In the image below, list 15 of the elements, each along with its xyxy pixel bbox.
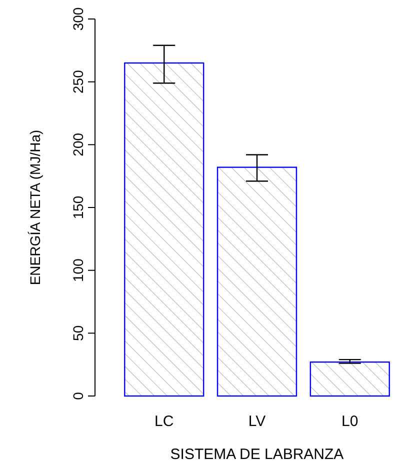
y-tick-label: 150	[70, 196, 86, 220]
y-tick-label: 300	[70, 7, 86, 31]
y-tick-label: 0	[70, 392, 86, 400]
bar	[310, 361, 390, 397]
y-tick-label: 200	[70, 132, 86, 156]
x-tick-label: LV	[248, 413, 266, 430]
y-tick-label: 250	[70, 70, 86, 94]
x-tick-label: L0	[342, 413, 358, 430]
y-tick-label: 50	[70, 325, 86, 341]
bar	[124, 62, 204, 397]
y-tick-label: 100	[70, 258, 86, 282]
y-axis-title: ENERGÍA NETA (MJ/Ha)	[27, 130, 43, 286]
x-tick-label: LC	[154, 413, 174, 430]
bar	[216, 166, 298, 397]
x-axis-title: SISTEMA DE LABRANZA	[170, 446, 344, 463]
